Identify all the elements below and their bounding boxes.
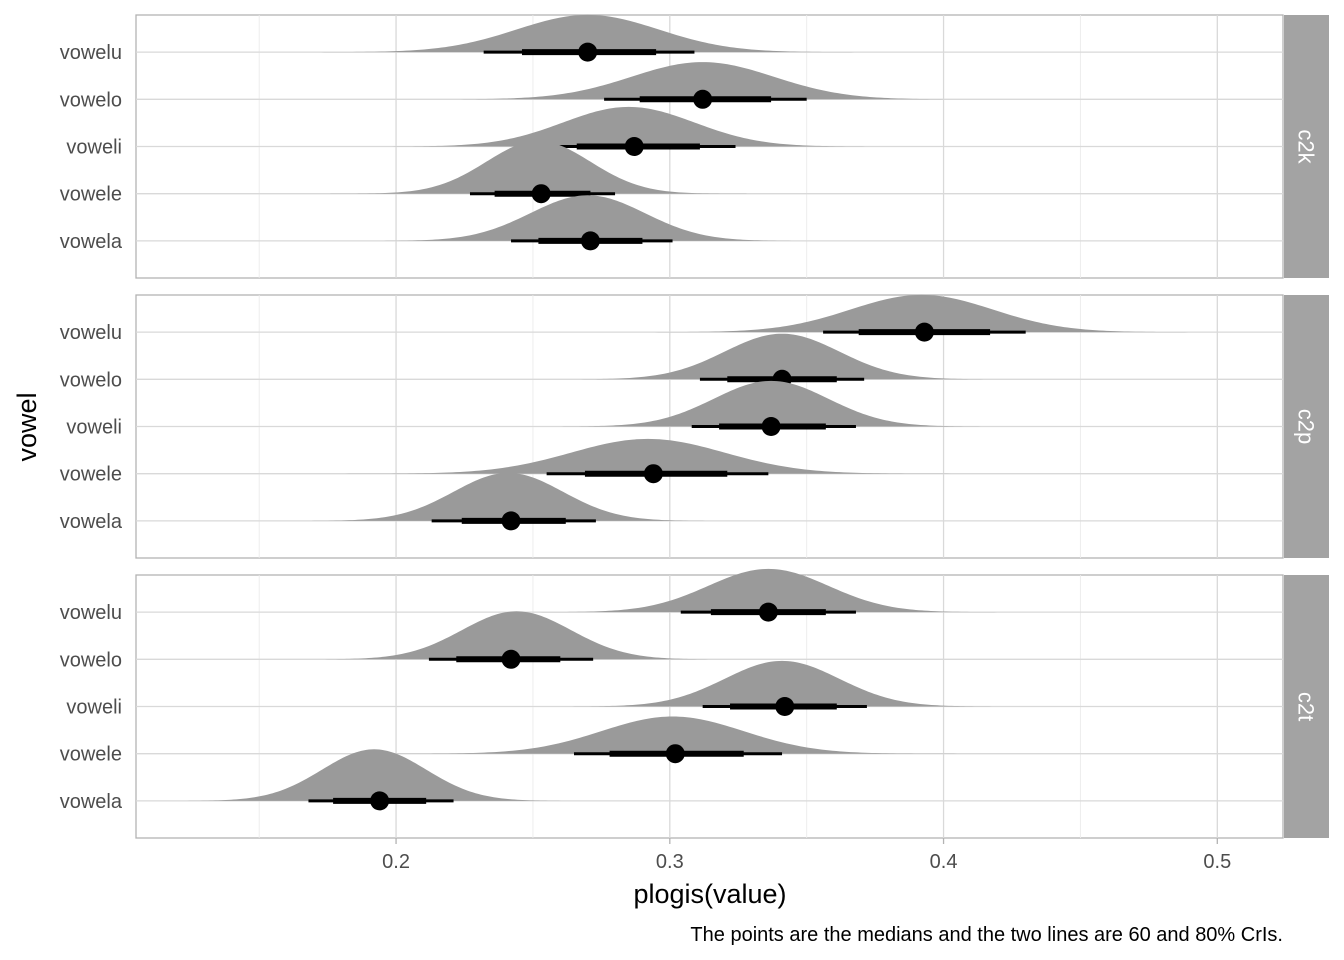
- median-point: [761, 417, 781, 436]
- median-point: [775, 697, 795, 716]
- median-point: [758, 602, 778, 622]
- median-point: [531, 184, 551, 204]
- x-tick-label: 0.3: [656, 851, 684, 873]
- series-vowelo: [297, 611, 736, 669]
- x-tick-label: 0.2: [382, 851, 410, 873]
- y-tick-label: vowele: [60, 744, 122, 766]
- median-point: [501, 511, 521, 531]
- y-tick-label: vowela: [60, 511, 123, 533]
- series-vowele: [341, 438, 955, 484]
- y-tick-label: vowela: [60, 791, 123, 813]
- series-vowela: [166, 749, 583, 811]
- series-vowele: [387, 716, 958, 764]
- density-slab: [541, 380, 1002, 427]
- series-vowela: [289, 472, 728, 531]
- median-point: [665, 744, 685, 764]
- median-point: [501, 649, 521, 669]
- x-tick-label: 0.4: [930, 851, 958, 873]
- density-slab: [527, 568, 1010, 613]
- series-vowelu: [302, 14, 873, 62]
- median-point: [580, 231, 600, 251]
- density-slab: [387, 716, 958, 754]
- density-slab: [552, 660, 1012, 707]
- series-vowelo: [417, 62, 988, 109]
- density-slab: [552, 333, 1012, 380]
- density-slab: [417, 62, 988, 100]
- y-axis-title: vowel: [12, 392, 42, 461]
- facet-panel-c2k: vowela vowele voweli vowelo vowelu c2k: [60, 14, 1329, 279]
- series-vowela: [357, 195, 818, 251]
- y-tick-label: voweli: [66, 137, 122, 159]
- density-slab: [365, 106, 892, 147]
- y-tick-label: vowele: [60, 464, 122, 486]
- facet-panel-c2t: vowela vowele voweli vowelo vowelu c2t: [60, 568, 1329, 839]
- facet-panel-c2p: vowela vowele voweli vowelo vowelu c2p: [60, 294, 1329, 559]
- x-tick-label: 0.5: [1203, 851, 1231, 873]
- density-slab: [636, 294, 1207, 333]
- y-tick-label: vowela: [60, 231, 123, 253]
- chart-caption: The points are the medians and the two l…: [690, 924, 1283, 946]
- facet-strip-label: c2t: [1294, 692, 1319, 721]
- facet-strip: [1284, 575, 1329, 838]
- facet-strip: [1284, 15, 1329, 278]
- series-voweli: [365, 106, 892, 156]
- y-tick-label: vowelo: [60, 649, 122, 671]
- y-tick-label: vowelo: [60, 369, 122, 391]
- series-vowelu: [527, 568, 1010, 622]
- series-voweli: [541, 380, 1002, 436]
- median-point: [914, 322, 934, 342]
- y-tick-label: voweli: [66, 417, 122, 439]
- y-tick-label: vowelu: [60, 322, 122, 344]
- y-tick-label: vowelu: [60, 42, 122, 64]
- density-slab: [357, 195, 818, 241]
- facet-strip: [1284, 295, 1329, 558]
- facet-strip-label: c2k: [1294, 129, 1319, 164]
- density-slab: [166, 749, 583, 801]
- median-point: [643, 464, 663, 484]
- density-slab: [330, 140, 747, 194]
- density-slab: [341, 438, 955, 474]
- y-tick-label: vowele: [60, 184, 122, 206]
- density-slab: [297, 611, 736, 660]
- facet-strip-label: c2p: [1294, 409, 1319, 444]
- median-point: [693, 89, 713, 109]
- x-axis: 0.2 0.3 0.4 0.5: [382, 838, 1231, 873]
- y-tick-label: voweli: [66, 697, 122, 719]
- density-slab: [302, 14, 873, 53]
- series-vowelu: [636, 294, 1207, 342]
- x-axis-title: plogis(value): [633, 879, 786, 909]
- median-point: [370, 791, 390, 811]
- y-tick-label: vowelu: [60, 602, 122, 624]
- y-tick-label: vowelo: [60, 89, 122, 111]
- series-voweli: [552, 660, 1012, 716]
- density-slab: [289, 472, 728, 521]
- panels-layer: vowelavowelevowelivowelovoweluc2kvowelav…: [60, 14, 1329, 839]
- median-point: [578, 42, 598, 62]
- median-point: [624, 137, 644, 156]
- series-vowele: [330, 140, 747, 204]
